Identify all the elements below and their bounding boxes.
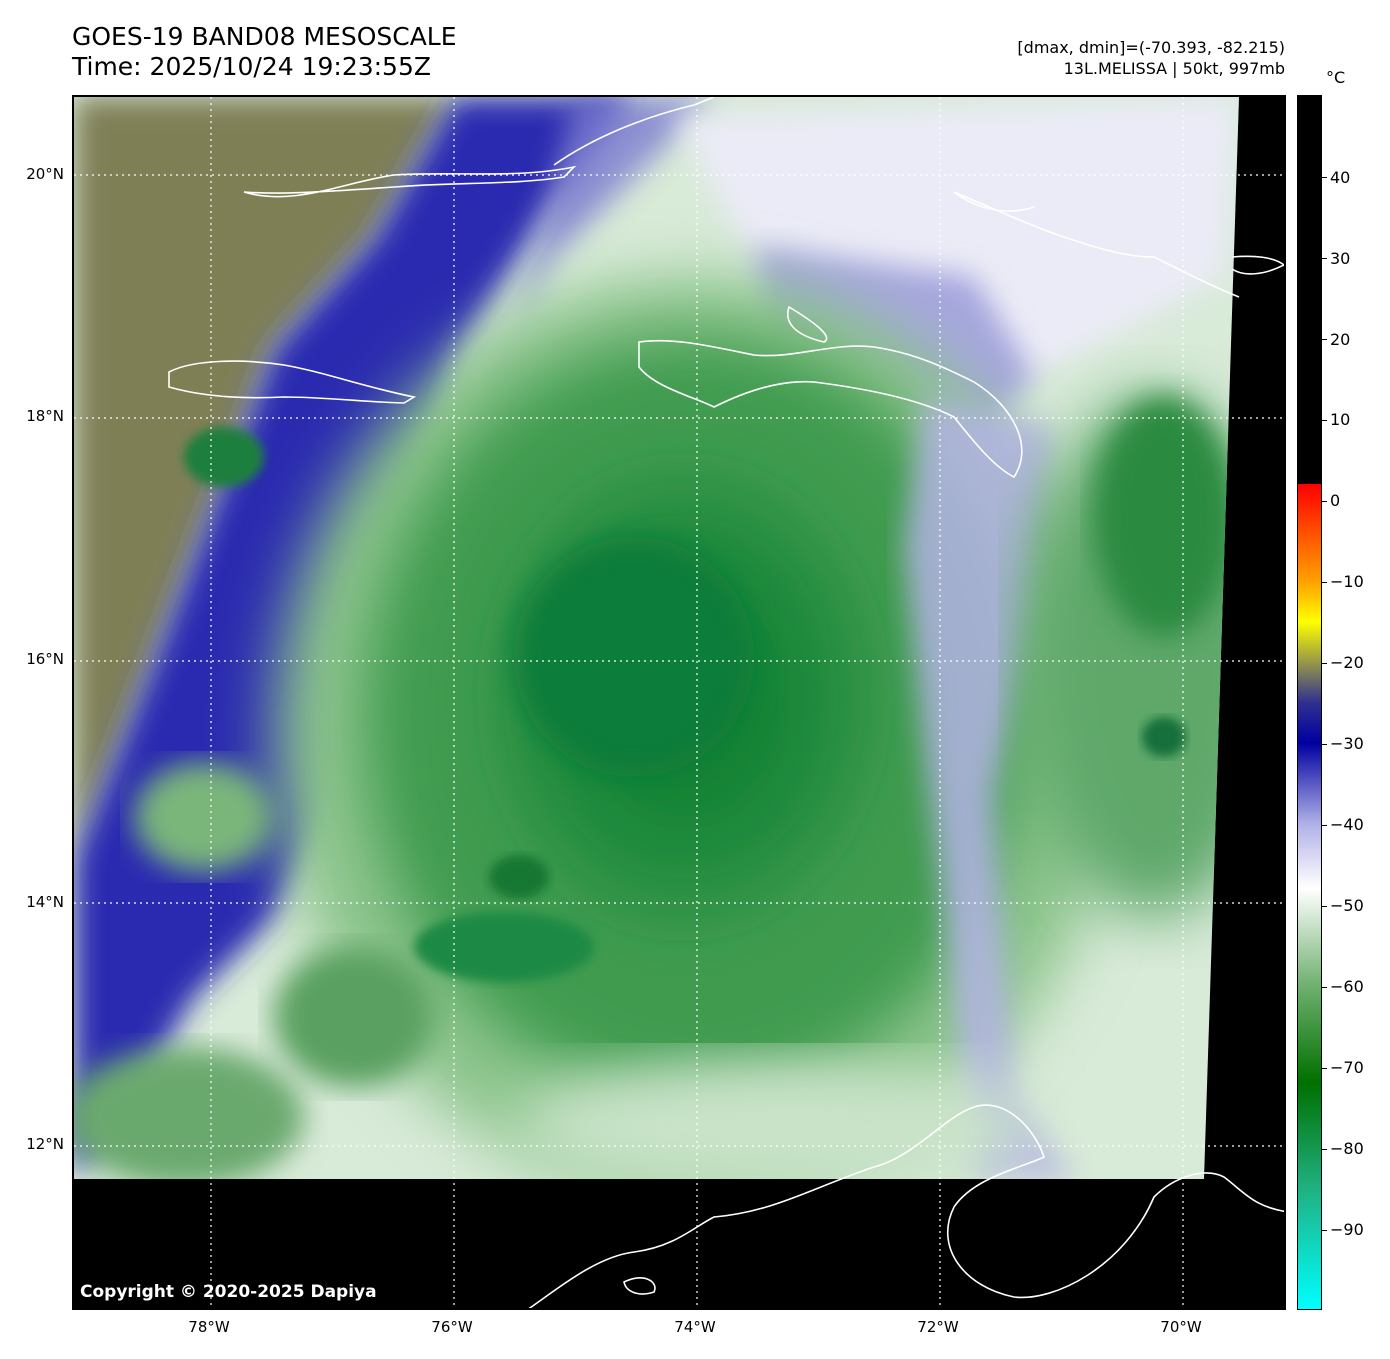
colorbar-tick: 40 (1330, 168, 1351, 187)
storm-info: 13L.MELISSA | 50kt, 997mb (1063, 59, 1285, 78)
colorbar-tick: −80 (1330, 1139, 1364, 1158)
colorbar-tick: −70 (1330, 1058, 1364, 1077)
coastlines (168, 97, 1284, 1308)
colorbar-tick-mark (1322, 987, 1327, 988)
colorbar-tick: 20 (1330, 330, 1351, 349)
colorbar-tick-mark (1322, 1230, 1327, 1231)
colorbar-tick-mark (1322, 1068, 1327, 1069)
product-title: GOES-19 BAND08 MESOSCALE (72, 22, 457, 51)
colorbar-tick-mark (1322, 501, 1327, 502)
lon-label-70w: 70°W (1160, 1318, 1202, 1336)
colorbar-tick: −60 (1330, 977, 1364, 996)
lat-label-16n: 16°N (26, 650, 64, 668)
satellite-imagery (74, 97, 1284, 1308)
data-range: [dmax, dmin]=(-70.393, -82.215) (1017, 38, 1285, 57)
colorbar-tick: −40 (1330, 815, 1364, 834)
colorbar-tick-mark (1322, 420, 1327, 421)
copyright-notice: Copyright © 2020-2025 Dapiya (80, 1282, 377, 1302)
colorbar-tick-mark (1322, 1149, 1327, 1150)
lat-label-12n: 12°N (26, 1135, 64, 1153)
lon-label-78w: 78°W (188, 1318, 230, 1336)
lat-label-14n: 14°N (26, 893, 64, 911)
colorbar-tick-mark (1322, 582, 1327, 583)
colorbar-tick: 0 (1330, 491, 1341, 510)
colorbar-tick: −10 (1330, 572, 1364, 591)
colorbar-tick: −90 (1330, 1220, 1364, 1239)
lon-label-72w: 72°W (917, 1318, 959, 1336)
colorbar-unit: °C (1326, 68, 1346, 87)
colorbar-tick: −20 (1330, 653, 1364, 672)
colorbar-tick-mark (1322, 258, 1327, 259)
colorbar-tick: 30 (1330, 249, 1351, 268)
colorbar-tick-mark (1322, 663, 1327, 664)
lat-label-20n: 20°N (26, 165, 64, 183)
graticule (74, 97, 1284, 1308)
colorbar-tick-mark (1322, 177, 1327, 178)
satellite-image: Copyright © 2020-2025 Dapiya (72, 95, 1286, 1310)
colorbar-tick: −30 (1330, 734, 1364, 753)
colorbar-tick: −50 (1330, 896, 1364, 915)
colorbar-tick-mark (1322, 906, 1327, 907)
colorbar-tick-mark (1322, 339, 1327, 340)
lon-label-74w: 74°W (674, 1318, 716, 1336)
lat-label-18n: 18°N (26, 407, 64, 425)
colorbar-tick-mark (1322, 825, 1327, 826)
colorbar (1297, 95, 1322, 1310)
lon-label-76w: 76°W (431, 1318, 473, 1336)
colorbar-tick-mark (1322, 744, 1327, 745)
colorbar-tick: 10 (1330, 410, 1351, 429)
image-time: Time: 2025/10/24 19:23:55Z (72, 52, 431, 81)
